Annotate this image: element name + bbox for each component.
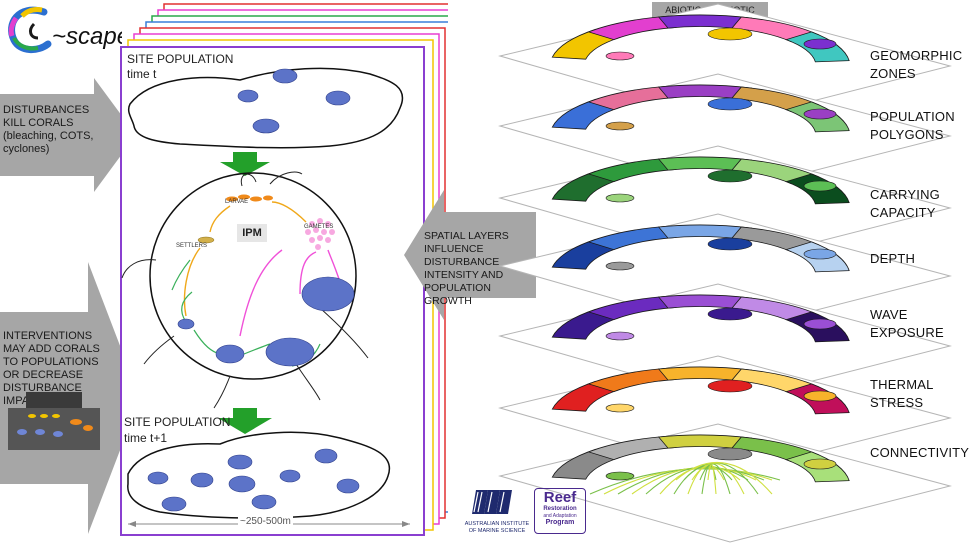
aims-line2: OF MARINE SCIENCE [469, 528, 526, 534]
reef-patch [605, 121, 635, 131]
cscape-logo: ~scape [8, 6, 122, 53]
reef-patch [707, 379, 753, 393]
disturbance-text: DISTURBANCES KILL CORALS (bleaching, COT… [3, 104, 94, 155]
disturbance-arrow [0, 78, 136, 192]
reef-patch [605, 193, 635, 203]
reef-patch [605, 261, 635, 271]
reef-patch [605, 471, 635, 481]
reef-patch [803, 180, 837, 192]
reef-patch [803, 318, 837, 330]
layer-plane [498, 73, 952, 193]
reef-patch [803, 108, 837, 120]
reef-patch [803, 390, 837, 402]
reef-patch [605, 403, 635, 413]
logo-text: ~scape [52, 23, 122, 50]
reef-logo: Reef Restoration and Adaptation Program [534, 488, 586, 534]
site-bottom-title: SITE POPULATION [124, 415, 231, 429]
site-top-title: SITE POPULATION [127, 52, 234, 66]
spatial-layers [498, 3, 952, 543]
reef-patch [707, 447, 753, 461]
scale-label: ~250-500m [238, 516, 293, 527]
layer-label-wave: WAVE EXPOSURE [870, 307, 944, 340]
layer-label-connectivity: CONNECTIVITY [870, 445, 969, 460]
reef-patch [803, 248, 837, 260]
layer-plane [498, 355, 952, 475]
gametes-label: GAMETES [304, 224, 334, 230]
site-bottom-time: time t+1 [124, 431, 168, 445]
layer-label-population: POPULATION POLYGONS [870, 109, 955, 142]
layer-label-depth: DEPTH [870, 251, 916, 266]
spatial-text: SPATIAL LAYERS INFLUENCE DISTURBANCE INT… [424, 230, 509, 307]
connectivity-line [691, 462, 745, 495]
layer-plane [498, 3, 952, 123]
settlers-label: SETTLERS [176, 243, 208, 249]
site-panel-drawing [121, 67, 410, 527]
reef-sub2: and Adaptation [543, 513, 577, 519]
reef-patch [707, 307, 753, 321]
layer-label-carrying: CARRYING CAPACITY [870, 187, 940, 220]
reef-patch [803, 38, 837, 50]
spatial-arrow [404, 190, 536, 320]
layer-label-geomorphic: GEOMORPHIC ZONES [870, 48, 963, 81]
connectivity-line [707, 463, 717, 495]
connectivity-line [675, 461, 773, 495]
connectivity-line [683, 462, 759, 495]
layer-plane [498, 423, 952, 543]
reef-sub1: Restoration [543, 506, 577, 512]
reef-patch [707, 237, 753, 251]
layer-plane [498, 283, 952, 403]
layer-plane [498, 145, 952, 265]
layer-label-thermal: THERMAL STRESS [870, 377, 934, 410]
connectivity-line [699, 463, 731, 495]
site-top-time: time t [127, 67, 157, 81]
reef-sub3: Program [545, 519, 575, 526]
ipm-label: IPM [237, 224, 267, 242]
reef-patch [707, 27, 753, 41]
reef-patch [707, 169, 753, 183]
reef-patch [605, 331, 635, 341]
intervention-device [8, 392, 100, 450]
reef-patch [707, 97, 753, 111]
aims-line1: AUSTRALIAN INSTITUTE [465, 521, 530, 527]
reef-title: Reef [543, 489, 577, 506]
connectivity-line [673, 465, 733, 495]
reef-patch [803, 458, 837, 470]
larvae-label: LARVAE [225, 199, 249, 205]
aims-logo: AUSTRALIAN INSTITUTE OF MARINE SCIENCE [465, 490, 530, 534]
reef-patch [605, 51, 635, 61]
